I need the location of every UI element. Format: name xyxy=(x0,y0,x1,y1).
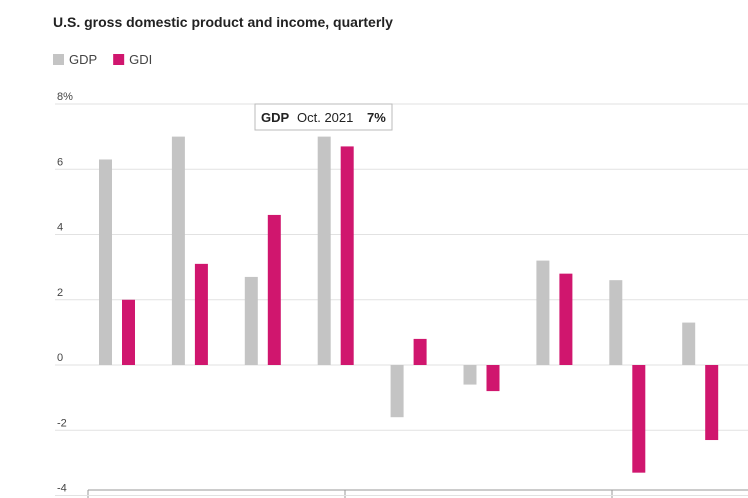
bar xyxy=(705,365,719,441)
legend-swatch xyxy=(53,54,64,65)
y-tick-label: 2 xyxy=(57,287,63,299)
bar xyxy=(99,159,112,365)
y-tick-label: 0 xyxy=(57,352,63,364)
plot-area xyxy=(55,103,748,496)
legend-label: GDP xyxy=(69,52,97,67)
bar xyxy=(267,214,281,365)
bar xyxy=(463,365,477,385)
bar xyxy=(486,365,500,392)
bar xyxy=(390,365,404,418)
y-tick-label: -2 xyxy=(57,417,67,429)
bar xyxy=(632,365,646,473)
tooltip-value: 7% xyxy=(367,110,386,125)
y-tick-label: -4 xyxy=(57,483,67,495)
chart-title: U.S. gross domestic product and income, … xyxy=(53,14,393,30)
bar xyxy=(682,322,696,365)
bar xyxy=(609,280,623,365)
bar xyxy=(122,299,135,365)
y-tick-label: 6 xyxy=(57,156,63,168)
legend-label: GDI xyxy=(129,52,152,67)
bar xyxy=(559,273,573,365)
y-tick-label: 4 xyxy=(57,222,63,234)
y-tick-label: 8% xyxy=(57,91,73,103)
bar xyxy=(413,338,427,365)
bar xyxy=(340,146,354,365)
tooltip-date: Oct. 2021 xyxy=(297,110,353,125)
tooltip-box xyxy=(254,103,393,131)
bar xyxy=(317,136,331,365)
tooltip-series: GDP xyxy=(261,110,290,125)
bar xyxy=(244,276,258,365)
bar xyxy=(171,136,185,365)
bar xyxy=(194,263,208,365)
legend-swatch xyxy=(113,54,125,65)
bar xyxy=(536,260,550,365)
tooltip: GDP Oct. 2021 7% xyxy=(254,103,393,131)
